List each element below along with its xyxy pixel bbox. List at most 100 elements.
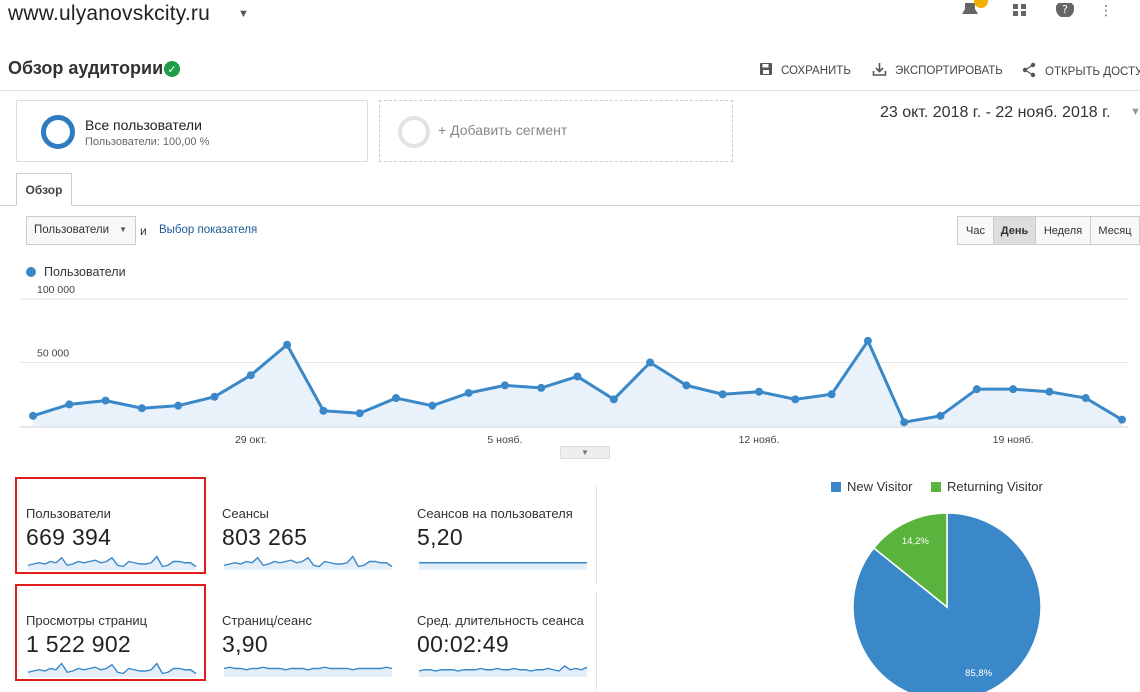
sparkline-line (223, 555, 393, 568)
metric-value: 669 394 (26, 524, 112, 550)
data-point[interactable] (464, 388, 473, 397)
bell-icon[interactable] (960, 0, 980, 20)
sparkline-line (223, 666, 393, 671)
segment-title: Все пользователи (85, 117, 202, 133)
data-point[interactable] (1009, 385, 1018, 394)
data-point[interactable] (537, 383, 546, 392)
sparkline-line (27, 662, 197, 675)
metric-dropdown-value: Пользователи (34, 224, 110, 236)
metric-value: 3,90 (222, 631, 268, 657)
pie-legend-returning-visitor: Returning Visitor (931, 479, 1043, 494)
data-point[interactable] (174, 401, 183, 410)
data-point[interactable] (246, 371, 255, 380)
export-label: ЭКСПОРТИРОВАТЬ (895, 64, 1003, 77)
metric-label: Сред. длительность сеанса (417, 613, 584, 628)
date-range-picker[interactable]: 23 окт. 2018 г. - 22 нояб. 2018 г. (880, 104, 1111, 121)
data-point[interactable] (573, 372, 582, 381)
metric-tile[interactable]: Сред. длительность сеанса 00:02:49 (407, 593, 597, 691)
metric-dropdown[interactable]: Пользователи ▼ (26, 216, 136, 245)
help-icon[interactable]: ? (1055, 0, 1075, 20)
x-tick-label: 19 нояб. (993, 434, 1034, 446)
data-point[interactable] (500, 381, 509, 390)
share-icon (1021, 62, 1037, 81)
caret-down-icon[interactable]: ▼ (1130, 106, 1140, 118)
data-point[interactable] (1045, 387, 1054, 396)
choose-metric-link[interactable]: Выбор показателя (159, 224, 258, 236)
metric-tile[interactable]: Пользователи 669 394 (16, 486, 206, 584)
data-point[interactable] (210, 392, 219, 401)
x-tick-label: 12 нояб. (739, 434, 780, 446)
metric-label: Сеансов на пользователя (417, 506, 573, 521)
data-point[interactable] (646, 358, 655, 367)
save-icon (759, 62, 773, 79)
notification-badge (974, 0, 988, 8)
data-point[interactable] (718, 390, 727, 399)
top-bar: www.ulyanovskcity.ru ▼ ? ⋮ (0, 0, 1140, 30)
data-point[interactable] (137, 404, 146, 413)
data-point[interactable] (428, 401, 437, 410)
metric-label: Страниц/сеанс (222, 613, 312, 628)
series-area (33, 340, 1122, 426)
data-point[interactable] (355, 409, 364, 418)
metric-value: 803 265 (222, 524, 308, 550)
data-point[interactable] (392, 394, 400, 403)
site-selector[interactable]: www.ulyanovskcity.ru (8, 2, 211, 25)
export-button[interactable]: ЭКСПОРТИРОВАТЬ (872, 62, 1003, 79)
highlight-box (15, 584, 206, 681)
download-icon (872, 62, 887, 79)
empty-segment-ring-icon (398, 116, 430, 148)
data-point[interactable] (863, 336, 872, 345)
period-hour-button[interactable]: Час (958, 217, 994, 244)
tab-overview[interactable]: Обзор (16, 173, 72, 206)
metric-value: 00:02:49 (417, 631, 509, 657)
legend-swatch (931, 481, 941, 492)
caret-down-icon[interactable]: ▼ (238, 8, 249, 20)
data-point[interactable] (827, 390, 836, 399)
period-month-button[interactable]: Месяц (1091, 217, 1139, 244)
apps-grid-icon[interactable] (1010, 0, 1030, 20)
data-point[interactable] (755, 387, 763, 396)
data-point[interactable] (65, 400, 74, 409)
data-point[interactable] (791, 395, 800, 404)
sparkline-line (27, 555, 197, 568)
data-point[interactable] (101, 396, 110, 405)
add-segment-button[interactable]: + Добавить сегмент (379, 100, 733, 162)
data-point[interactable] (609, 395, 618, 404)
data-point[interactable] (29, 411, 37, 420)
period-day-button[interactable]: День (994, 217, 1036, 244)
pie-slice-label: 14,2% (902, 536, 929, 547)
data-point[interactable] (900, 418, 909, 427)
save-button[interactable]: СОХРАНИТЬ (759, 62, 851, 79)
legend-dot (26, 267, 36, 277)
segment-subtitle: Пользователи: 100,00 % (85, 136, 210, 148)
data-point[interactable] (972, 385, 981, 394)
data-point[interactable] (936, 411, 945, 420)
y-tick-label: 50 000 (37, 348, 69, 360)
sparkline-area (419, 666, 587, 677)
verified-check-icon: ✓ (164, 61, 180, 77)
data-point[interactable] (1081, 394, 1090, 403)
sparkline (27, 662, 197, 677)
tab-divider (0, 205, 1140, 206)
x-tick-label: 29 окт. (235, 434, 267, 446)
collapse-chart-handle[interactable]: ▼ (560, 446, 610, 459)
sparkline (419, 562, 587, 570)
sparkline-line (418, 665, 588, 672)
data-point[interactable] (319, 406, 328, 415)
y-tick-label: 100 000 (37, 285, 75, 296)
visitor-type-pie-chart: 85,8% 14,2% (852, 512, 1042, 692)
more-vert-icon[interactable]: ⋮ (1099, 1, 1113, 18)
sparkline (223, 666, 393, 677)
metric-tile[interactable]: Сеансы 803 265 (212, 486, 402, 584)
share-button[interactable]: ОТКРЫТЬ ДОСТУ (1021, 62, 1140, 81)
metric-tile[interactable]: Сеансов на пользователя 5,20 (407, 486, 597, 584)
metric-tile[interactable]: Страниц/сеанс 3,90 (212, 593, 402, 691)
data-point[interactable] (283, 340, 292, 349)
pie-slice[interactable] (872, 512, 948, 609)
period-week-button[interactable]: Неделя (1036, 217, 1091, 244)
segment-all-users[interactable]: Все пользователи Пользователи: 100,00 % (16, 100, 368, 162)
data-point[interactable] (1118, 415, 1126, 424)
metric-tile[interactable]: Просмотры страниц 1 522 902 (16, 593, 206, 691)
data-point[interactable] (682, 381, 691, 390)
pie-legend-label: New Visitor (847, 479, 913, 494)
